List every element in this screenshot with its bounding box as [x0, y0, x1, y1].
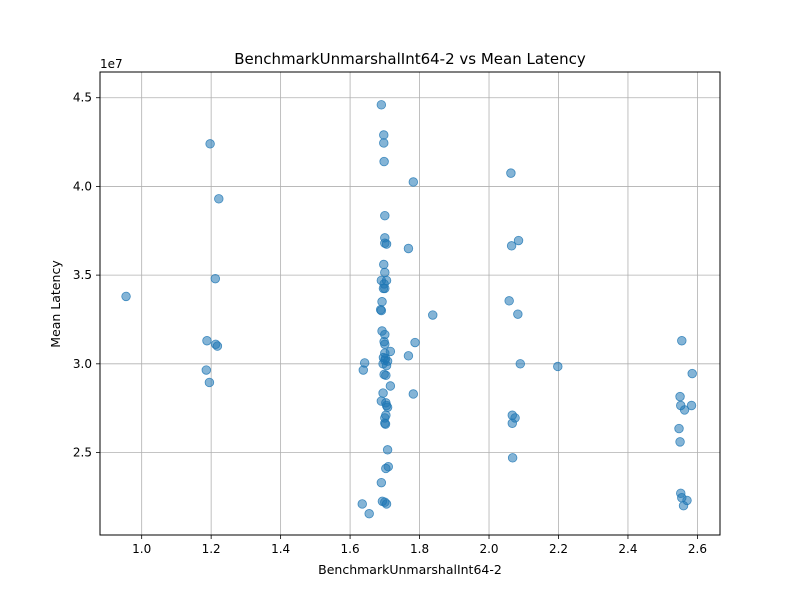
scatter-point: [382, 445, 393, 455]
scatter-point: [513, 235, 524, 246]
scatter-point: [403, 243, 414, 254]
x-axis-label: BenchmarkUnmarshalInt64-2: [318, 562, 502, 577]
scatter-point: [364, 509, 374, 519]
scatter-point: [674, 423, 684, 434]
scatter-point: [675, 391, 685, 402]
scatter-point: [121, 291, 131, 302]
data-points: [121, 100, 697, 519]
grid-lines: [100, 72, 720, 535]
scatter-point: [410, 337, 420, 348]
scatter-point: [381, 463, 391, 474]
x-tick-label: 2.0: [479, 542, 498, 556]
x-tick-label: 1.4: [271, 542, 290, 556]
scatter-point: [403, 351, 414, 361]
x-tick-label: 1.0: [132, 542, 151, 556]
scatter-point: [507, 418, 517, 428]
scatter-point: [380, 419, 391, 429]
scatter-point: [205, 139, 215, 149]
scatter-point: [214, 194, 224, 204]
y-tick-label: 3.0: [73, 357, 92, 371]
scatter-point: [380, 283, 390, 294]
scatter-point: [686, 400, 697, 411]
scatter-point: [379, 138, 389, 148]
scatter-point: [379, 259, 389, 270]
y-axis-offset-text: 1e7: [100, 57, 123, 71]
y-tick-label: 4.5: [73, 91, 92, 105]
y-tick-label: 4.0: [73, 179, 92, 193]
scatter-point: [408, 177, 418, 187]
scatter-point: [201, 365, 211, 375]
scatter-point: [357, 499, 367, 509]
x-tick-label: 2.6: [688, 542, 707, 556]
scatter-point: [359, 358, 370, 368]
scatter-point: [381, 239, 392, 249]
axis-ticks: 1.0 1.2 1.4 1.6 1.8 2.0 2.2 2.4 2.6 2.5 3.0 3.5 4.0 4…: [73, 91, 707, 556]
scatter-point: [428, 310, 438, 320]
scatter-point: [378, 388, 388, 398]
y-tick-label: 3.5: [73, 268, 92, 282]
scatter-point: [210, 273, 221, 284]
y-tick-label: 2.5: [73, 446, 92, 460]
scatter-point: [380, 339, 390, 350]
x-tick-label: 2.4: [618, 542, 637, 556]
scatter-point: [553, 361, 563, 372]
scatter-point: [515, 359, 525, 369]
plot-frame: [99, 71, 721, 536]
scatter-point: [379, 156, 389, 167]
scatter-point: [377, 297, 387, 307]
scatter-point: [513, 309, 523, 319]
scatter-point: [385, 381, 396, 391]
scatter-point: [504, 296, 514, 306]
scatter-point: [381, 360, 392, 371]
scatter-point: [376, 305, 387, 316]
scatter-point: [382, 402, 393, 412]
scatter-point: [380, 210, 390, 221]
scatter-point: [380, 267, 390, 278]
scatter-point: [376, 477, 387, 488]
scatter-point: [506, 168, 516, 178]
scatter-point: [675, 437, 685, 447]
scatter-point: [507, 453, 518, 463]
scatter-point: [379, 130, 389, 140]
scatter-point: [677, 336, 687, 346]
scatter-point: [678, 501, 689, 511]
y-axis-label: Mean Latency: [48, 260, 63, 348]
scatter-point: [212, 341, 223, 351]
x-tick-label: 1.6: [341, 542, 360, 556]
scatter-point: [506, 241, 517, 251]
scatter-point: [202, 336, 212, 346]
chart-title: BenchmarkUnmarshalInt64-2 vs Mean Latenc…: [234, 50, 586, 68]
x-tick-label: 1.8: [410, 542, 429, 556]
x-tick-label: 1.2: [202, 542, 221, 556]
x-tick-label: 2.2: [549, 542, 568, 556]
scatter-point: [687, 368, 697, 379]
scatter-point: [204, 377, 215, 388]
scatter-point: [408, 389, 418, 399]
scatter-point: [376, 100, 387, 110]
scatter-point: [679, 405, 690, 415]
scatter-point: [381, 499, 392, 509]
scatter-point: [381, 370, 391, 381]
